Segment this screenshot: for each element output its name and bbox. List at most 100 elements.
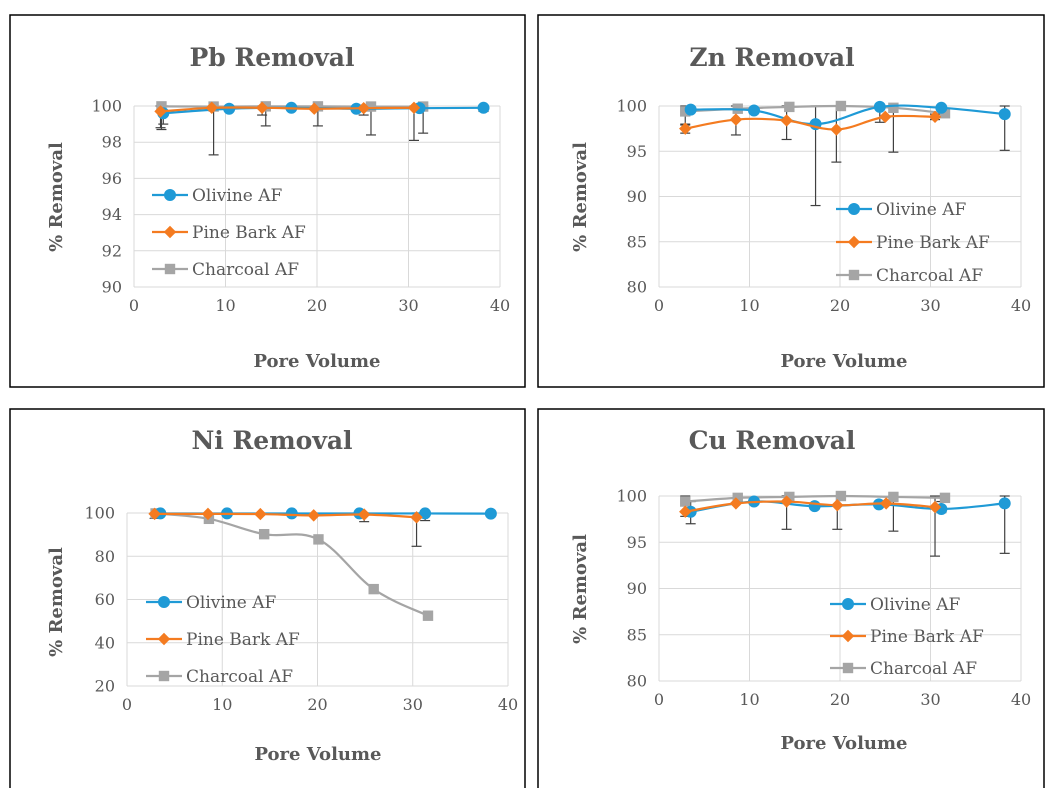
error-bar bbox=[208, 105, 219, 156]
cu-x-tick-label: 10 bbox=[739, 690, 759, 709]
legend-label-pine: Pine Bark AF bbox=[876, 233, 990, 253]
cu-pine-point bbox=[928, 500, 942, 514]
zn-pine-point bbox=[879, 110, 892, 124]
ni-panel-border bbox=[9, 408, 526, 788]
legend-item-pine: Pine Bark AF bbox=[830, 627, 984, 647]
zn-x-tick-label: 40 bbox=[1011, 296, 1031, 315]
pb-olivine-point bbox=[477, 101, 490, 114]
legend-marker-olivine bbox=[848, 203, 860, 215]
legend-item-charcoal: Charcoal AF bbox=[836, 266, 983, 286]
ni-charcoal-point bbox=[313, 534, 324, 545]
legend-label-olivine: Olivine AF bbox=[870, 595, 961, 615]
pb-olivine-point bbox=[223, 102, 236, 115]
legend-item-charcoal: Charcoal AF bbox=[146, 667, 293, 687]
pb-x-tick-label: 0 bbox=[129, 296, 139, 315]
zn-x-tick-label: 0 bbox=[654, 296, 664, 315]
ni-legend: Olivine AF Pine Bark AF Charcoal AF bbox=[146, 593, 300, 687]
legend-marker-pine bbox=[163, 225, 177, 239]
legend-marker-charcoal bbox=[164, 263, 176, 275]
legend-marker-olivine bbox=[842, 598, 854, 610]
legend-item-charcoal: Charcoal AF bbox=[152, 260, 299, 280]
cu-charcoal-point bbox=[835, 490, 847, 502]
zn-chart-svg: Zn Removal 80 85 90 95 100 0 10 20 30 40 Pore Volum… bbox=[537, 14, 1045, 388]
cu-chart-title: Cu Removal bbox=[689, 426, 856, 455]
zn-pine-point bbox=[928, 110, 942, 124]
legend-marker-charcoal bbox=[848, 269, 860, 281]
pb-x-tick-label: 20 bbox=[307, 296, 327, 315]
ni-y-axis-title: % Removal bbox=[46, 547, 67, 657]
zn-pine-point bbox=[729, 113, 743, 126]
legend-item-pine: Pine Bark AF bbox=[152, 223, 306, 243]
pb-y-tick-label: 90 bbox=[102, 278, 122, 297]
pb-charcoal-point bbox=[365, 101, 377, 112]
cu-olivine-point bbox=[998, 497, 1011, 510]
legend-label-olivine: Olivine AF bbox=[876, 200, 967, 220]
pb-y-tick-label: 94 bbox=[102, 205, 122, 224]
zn-y-tick-label: 90 bbox=[627, 187, 647, 206]
zn-panel-border bbox=[537, 14, 1045, 388]
pb-pine-point bbox=[255, 101, 269, 115]
cu-x-axis-title: Pore Volume bbox=[780, 733, 907, 754]
legend-item-charcoal: Charcoal AF bbox=[830, 659, 977, 679]
pb-panel-border bbox=[9, 14, 526, 388]
zn-olivine-point bbox=[935, 101, 948, 114]
ni-y-tick-label: 40 bbox=[95, 633, 115, 652]
cu-y-tick-label: 85 bbox=[627, 625, 647, 644]
legend-marker-charcoal bbox=[158, 670, 170, 682]
cu-charcoal-point bbox=[680, 496, 691, 507]
pb-x-tick-label: 10 bbox=[215, 296, 235, 315]
ni-chart-title: Ni Removal bbox=[191, 426, 352, 455]
cu-y-tick-label: 95 bbox=[627, 533, 647, 552]
zn-legend: Olivine AF Pine Bark AF Charcoal AF bbox=[836, 200, 990, 286]
ni-pine-point bbox=[148, 507, 161, 521]
zn-x-tick-label: 20 bbox=[830, 296, 850, 315]
zn-y-tick-label: 80 bbox=[627, 278, 647, 297]
pb-series-olivine bbox=[157, 101, 490, 120]
pb-error-bars bbox=[155, 105, 489, 156]
pb-pine-point bbox=[154, 105, 167, 118]
legend-marker-pine bbox=[157, 632, 171, 646]
ni-x-tick-label: 10 bbox=[212, 695, 232, 714]
legend-label-charcoal: Charcoal AF bbox=[870, 659, 977, 679]
zn-y-tick-label: 100 bbox=[616, 97, 647, 116]
ni-charcoal-point bbox=[368, 583, 379, 595]
pb-pine-point bbox=[308, 102, 321, 115]
zn-olivine-point bbox=[873, 100, 886, 113]
legend-marker-pine bbox=[841, 629, 855, 643]
zn-olivine-point bbox=[684, 103, 697, 116]
pb-y-tick-label: 100 bbox=[91, 97, 122, 116]
cu-x-tick-label: 0 bbox=[654, 690, 664, 709]
zn-pine-point bbox=[679, 122, 692, 135]
legend-item-olivine: Olivine AF bbox=[146, 593, 277, 613]
cu-y-tick-label: 100 bbox=[616, 487, 647, 506]
zn-chart-title: Zn Removal bbox=[689, 43, 854, 72]
chart-panel-ni: Ni Removal 20 40 60 80 100 0 10 20 30 40 Pore Volum… bbox=[0, 404, 536, 788]
zn-x-tick-label: 30 bbox=[920, 296, 940, 315]
cu-pine-point bbox=[879, 497, 893, 510]
ni-y-tick-label: 80 bbox=[95, 547, 115, 566]
cu-pine-point bbox=[780, 495, 793, 508]
ni-pine-point bbox=[254, 507, 267, 521]
pb-y-axis-title: % Removal bbox=[46, 142, 67, 252]
pb-legend: Olivine AF Pine Bark AF Charcoal AF bbox=[152, 186, 306, 280]
pb-pine-point bbox=[357, 101, 370, 115]
zn-charcoal-point bbox=[939, 108, 951, 119]
pb-chart-title: Pb Removal bbox=[189, 43, 354, 72]
ni-y-tick-label: 60 bbox=[95, 590, 115, 609]
legend-item-pine: Pine Bark AF bbox=[146, 630, 300, 650]
legend-marker-charcoal bbox=[842, 662, 854, 674]
ni-olivine-point bbox=[484, 507, 497, 520]
cu-y-tick-label: 80 bbox=[627, 672, 647, 691]
cu-charcoal-point bbox=[939, 492, 951, 504]
ni-x-tick-label: 40 bbox=[498, 695, 518, 714]
legend-marker-olivine bbox=[164, 189, 176, 201]
ni-olivine-point bbox=[419, 507, 432, 520]
zn-olivine-point bbox=[998, 108, 1011, 121]
cu-x-tick-label: 20 bbox=[830, 690, 850, 709]
zn-pine-point bbox=[780, 114, 793, 127]
legend-label-pine: Pine Bark AF bbox=[870, 627, 984, 647]
cu-x-tick-label: 30 bbox=[920, 690, 940, 709]
legend-item-olivine: Olivine AF bbox=[830, 595, 961, 615]
cu-legend: Olivine AF Pine Bark AF Charcoal AF bbox=[830, 595, 984, 679]
